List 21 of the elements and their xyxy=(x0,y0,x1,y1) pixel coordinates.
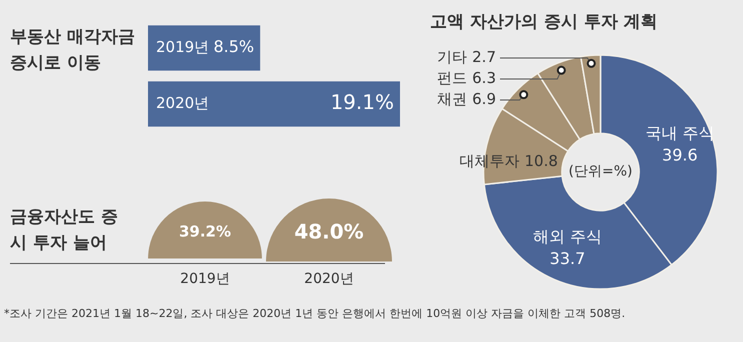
data-label: 8.5% xyxy=(213,37,254,56)
data-label: 39.6 xyxy=(662,145,698,164)
data-label: 6.9 xyxy=(472,90,496,108)
text: 부동산 매각자금 증시로 이동 xyxy=(10,26,136,75)
slice-label: 채권 xyxy=(437,90,468,108)
text: 금융자산도 증시 투자 늘어 xyxy=(10,206,119,255)
slice-label: 펀드 xyxy=(437,68,468,87)
data-label: 10.8 xyxy=(524,152,558,170)
chart-title: 고액 자산가의 증시 투자 계획 xyxy=(430,11,658,33)
data-label: 48.0% xyxy=(294,219,364,244)
slice-label: 해외 주식 xyxy=(532,227,602,246)
data-label: 39.2% xyxy=(178,222,232,241)
data-label: 19.1% xyxy=(330,90,394,114)
data-label: 2.7 xyxy=(472,48,496,66)
data-label: 6.3 xyxy=(472,68,496,87)
text: *조사 기간은 2021년 1월 18~22일, 조사 대상은 2020년 1년 동안 은행에서 한번에 10억원 이상 자금을 이체한 고객 508명. xyxy=(4,306,626,321)
slice-label: 기타 xyxy=(437,48,468,66)
data-label: 33.7 xyxy=(550,249,586,268)
text: (단위=%) xyxy=(568,164,632,180)
category-label: 2020년 xyxy=(303,270,355,288)
category-label: 2019년 xyxy=(179,270,231,288)
